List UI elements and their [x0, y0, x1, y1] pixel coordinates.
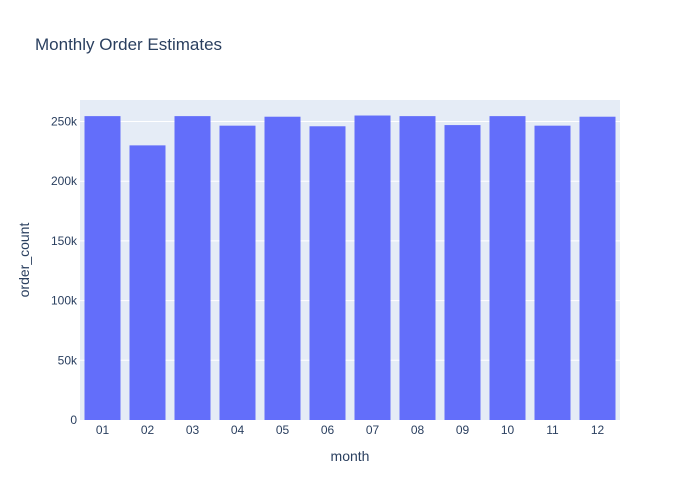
- bar-01[interactable]: [84, 116, 121, 421]
- bar-08[interactable]: [399, 116, 436, 421]
- x-tick-label: 01: [96, 423, 110, 437]
- x-tick-label: 07: [366, 423, 380, 437]
- bar-10[interactable]: [489, 116, 526, 421]
- x-tick-label: 12: [591, 423, 605, 437]
- bar-07[interactable]: [354, 115, 391, 420]
- chart-title: Monthly Order Estimates: [35, 35, 222, 54]
- bar-04[interactable]: [219, 125, 256, 421]
- y-tick-label: 100k: [51, 294, 78, 308]
- bar-05[interactable]: [264, 116, 301, 420]
- x-tick-label: 04: [231, 423, 245, 437]
- x-tick-label: 10: [501, 423, 515, 437]
- y-tick-label: 150k: [51, 234, 78, 248]
- x-axis-ticks: 01 02 03 04 05 06 07 08 09 10 11 12: [96, 423, 605, 437]
- bars: [84, 115, 616, 421]
- x-tick-label: 08: [411, 423, 425, 437]
- bar-11[interactable]: [534, 125, 571, 421]
- y-axis-ticks: 0 50k 100k 150k 200k 250k: [51, 114, 78, 427]
- x-tick-label: 05: [276, 423, 290, 437]
- x-tick-label: 09: [456, 423, 470, 437]
- x-axis-title: month: [331, 448, 370, 464]
- y-tick-label: 250k: [51, 114, 78, 128]
- x-tick-label: 02: [141, 423, 155, 437]
- plot-area: [80, 100, 620, 420]
- bar-09[interactable]: [444, 125, 481, 421]
- x-tick-label: 11: [546, 423, 559, 437]
- y-axis-title: order_count: [16, 223, 32, 298]
- y-tick-label: 0: [70, 413, 77, 427]
- x-tick-label: 03: [186, 423, 200, 437]
- x-tick-label: 06: [321, 423, 335, 437]
- y-tick-label: 200k: [51, 174, 78, 188]
- bar-06[interactable]: [309, 126, 346, 421]
- bar-12[interactable]: [579, 116, 616, 420]
- bar-02[interactable]: [129, 145, 166, 420]
- gridlines: [80, 120, 620, 361]
- y-tick-label: 50k: [58, 353, 78, 367]
- bar-03[interactable]: [174, 116, 211, 421]
